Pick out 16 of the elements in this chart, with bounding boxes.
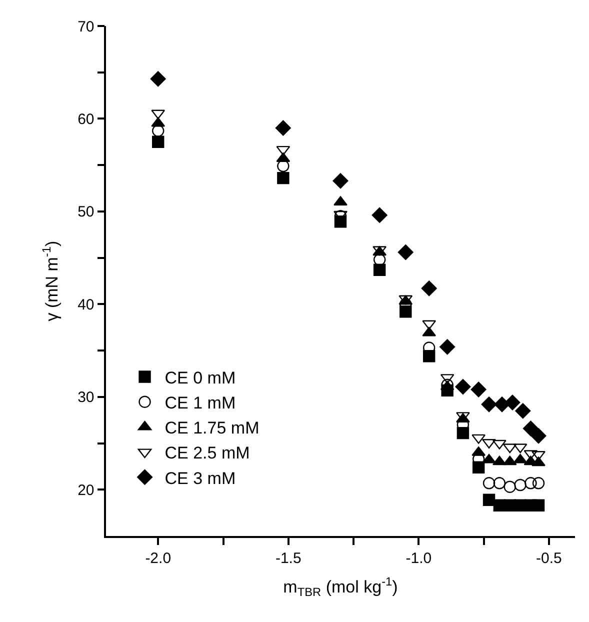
- legend-label: CE 1.75 mM: [164, 418, 260, 438]
- x-tick-label: -1.0: [406, 550, 432, 567]
- x-tick-label: -2.0: [145, 550, 172, 567]
- x-tick-label: -0.5: [536, 550, 562, 567]
- legend-label: CE 3 mM: [164, 468, 236, 488]
- y-tick-label: 20: [78, 482, 94, 499]
- legend-label: CE 2.5 mM: [164, 444, 250, 463]
- x-axis-title: m$_{TBR}$ (mol kg$^{-1}$): [283, 574, 398, 600]
- x-tick-label: -1.5: [275, 550, 302, 567]
- y-tick-label: 40: [78, 296, 94, 314]
- legend-label: CE 1 mM: [164, 393, 236, 412]
- y-tick-label: 60: [78, 110, 94, 128]
- legend-label: CE 0 mM: [164, 368, 236, 388]
- y-tick-label: 30: [78, 389, 94, 406]
- y-tick-label: 70: [78, 18, 94, 36]
- y-tick-label: 50: [78, 204, 94, 221]
